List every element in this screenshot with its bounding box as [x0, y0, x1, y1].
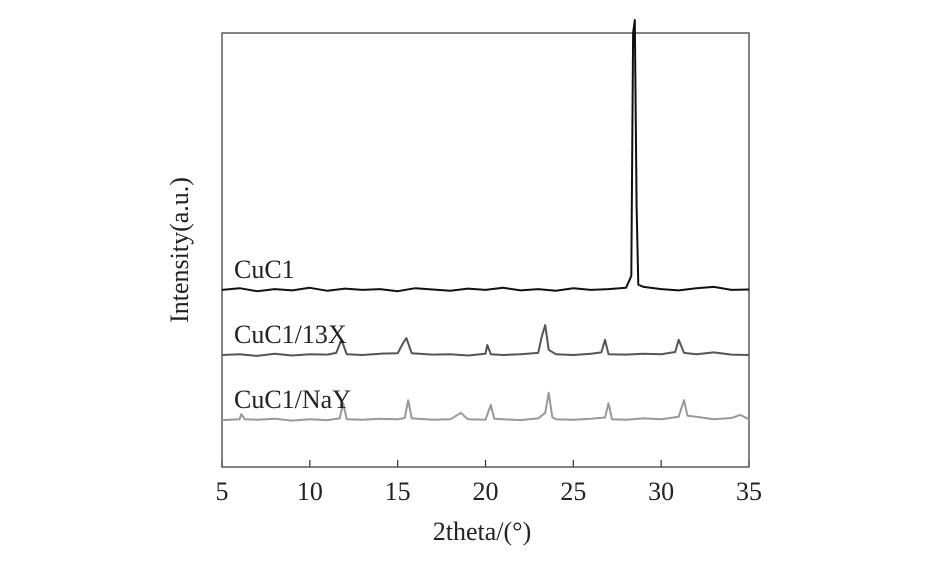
x-tick-label: 35 [736, 477, 762, 506]
y-axis-label: Intensity(a.u.) [165, 177, 194, 323]
x-tick-label: 10 [297, 477, 323, 506]
series-line [221, 391, 750, 422]
x-tick-label: 20 [473, 477, 499, 506]
x-tick-label: 5 [216, 477, 229, 506]
x-axis-label: 2theta/(°) [433, 517, 531, 546]
x-tick-label: 15 [385, 477, 411, 506]
x-tick-label: 25 [560, 477, 586, 506]
series-label: CuC1/NaY [234, 385, 351, 414]
series-label: CuC1/13X [234, 320, 347, 349]
series-label: CuC1 [234, 255, 295, 284]
series-line [221, 19, 750, 293]
x-tick-label: 30 [648, 477, 674, 506]
series-line [221, 324, 750, 357]
